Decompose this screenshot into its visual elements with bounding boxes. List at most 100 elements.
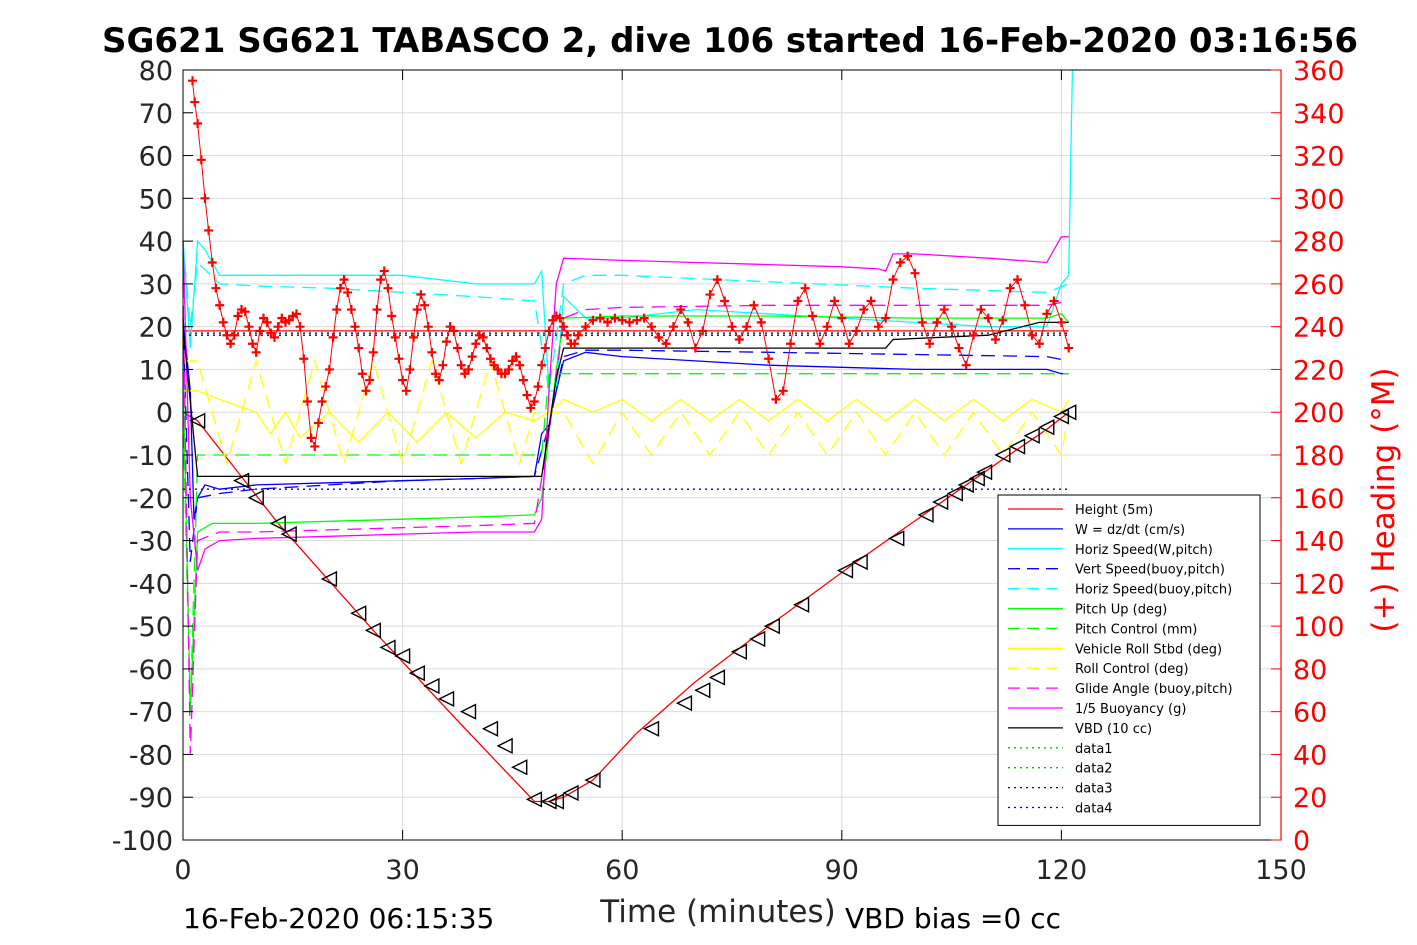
heading-point: [434, 375, 444, 385]
heading-point: [603, 317, 613, 327]
y-left-tick-label: 40: [139, 227, 173, 258]
y-right-tick-label: 360: [1293, 56, 1345, 87]
series-line-1-5-buoyancy-g: [182, 236, 1069, 571]
turn-marker: [584, 771, 601, 789]
heading-point: [742, 322, 752, 332]
x-tick-label: 150: [1255, 855, 1307, 886]
heading-point: [808, 311, 818, 321]
heading-point: [398, 375, 408, 385]
turn-marker: [749, 630, 766, 648]
heading-point: [961, 360, 971, 370]
y-right-tick-label: 20: [1293, 783, 1327, 814]
series-line-horiz-speed-buoy-pitch: [182, 241, 1069, 391]
legend-label: Pitch Control (mm): [1075, 622, 1197, 637]
turn-marker: [946, 485, 963, 502]
heading-point: [661, 339, 671, 349]
heading-point: [859, 305, 869, 315]
y-left-tick-label: 20: [139, 313, 173, 344]
heading-point: [632, 315, 642, 325]
heading-point: [873, 322, 883, 332]
x-tick-label: 90: [825, 855, 859, 886]
heading-point: [215, 300, 225, 310]
turn-marker: [957, 476, 974, 494]
x-tick-label: 60: [605, 855, 639, 886]
heading-point: [270, 332, 279, 342]
heading-layer: [188, 76, 1074, 451]
heading-point: [998, 315, 1008, 325]
turn-marker: [792, 596, 810, 613]
heading-point: [255, 326, 265, 336]
y-right-tick-label: 0: [1293, 826, 1310, 857]
turn-marker: [888, 530, 905, 547]
heading-point: [764, 354, 774, 364]
turn-marker: [1060, 404, 1077, 421]
y-left-tick-label: -20: [129, 484, 173, 515]
heading-point: [851, 326, 861, 336]
turn-marker: [642, 720, 660, 737]
turn-marker: [994, 446, 1011, 464]
heading-point: [324, 364, 334, 374]
heading-point: [1027, 330, 1037, 340]
heading-point: [383, 283, 393, 293]
heading-point: [533, 382, 543, 392]
y-left-tick-label: -10: [129, 441, 173, 472]
heading-point: [471, 339, 481, 349]
heading-point: [1049, 296, 1059, 306]
heading-point: [190, 97, 200, 107]
heading-point: [947, 322, 957, 332]
heading-point: [248, 339, 258, 349]
legend-box: [997, 494, 1261, 826]
series-line-vbd-10-cc: [182, 321, 1069, 478]
heading-point: [925, 339, 935, 349]
heading-point: [317, 397, 327, 407]
series-layer: [182, 69, 1074, 803]
footer-timestamp: 16-Feb-2020 06:15:35: [183, 902, 494, 935]
footer-vbd-bias: VBD bias =0 cc: [845, 902, 1061, 935]
heading-point: [346, 305, 356, 315]
turn-marker: [1052, 408, 1070, 425]
turn-marker: [247, 489, 264, 506]
heading-point: [453, 343, 462, 353]
heading-point: [537, 360, 547, 370]
y-left-tick-label: 10: [139, 355, 173, 386]
y-right-tick-label: 200: [1293, 398, 1345, 429]
heading-point: [540, 343, 550, 353]
heading-point: [581, 322, 591, 332]
heading-point: [240, 307, 250, 317]
heading-point: [555, 313, 565, 323]
heading-point: [954, 343, 964, 353]
series-line-vehicle-roll-stbd-deg: [183, 390, 1070, 444]
heading-point: [646, 322, 656, 332]
heading-point: [339, 275, 349, 285]
heading-point: [299, 354, 309, 364]
heading-point: [837, 313, 847, 323]
heading-point: [939, 305, 949, 315]
y-right-tick-label: 320: [1293, 142, 1345, 173]
legend-label: Horiz Speed(buoy,pitch): [1075, 583, 1232, 598]
heading-point: [588, 315, 598, 325]
y-left-tick-label: 80: [139, 56, 173, 87]
heading-point: [559, 322, 569, 332]
heading-point: [1012, 275, 1022, 285]
series-line-glide-angle-buoy-pitch: [182, 283, 1069, 755]
x-tick-label: 0: [174, 855, 191, 886]
heading-point: [654, 332, 664, 342]
turn-marker: [1023, 427, 1040, 444]
y-left-tick-label: 50: [139, 184, 173, 215]
turn-marker: [189, 412, 206, 429]
legend-label: data1: [1075, 742, 1113, 757]
turn-marker: [851, 553, 868, 571]
turn-marker: [481, 720, 499, 737]
heading-point: [932, 317, 942, 327]
turn-marker: [968, 470, 985, 487]
turn-marker: [394, 647, 411, 665]
heading-point: [976, 305, 986, 315]
legend-label: W = dz/dt (cm/s): [1075, 523, 1185, 538]
heading-point: [262, 317, 272, 327]
heading-point: [478, 332, 488, 342]
heading-point: [983, 313, 993, 323]
series-line-height-5m: [182, 411, 1070, 803]
legend-label: Horiz Speed(W,pitch): [1075, 543, 1213, 558]
heading-point: [720, 296, 730, 306]
